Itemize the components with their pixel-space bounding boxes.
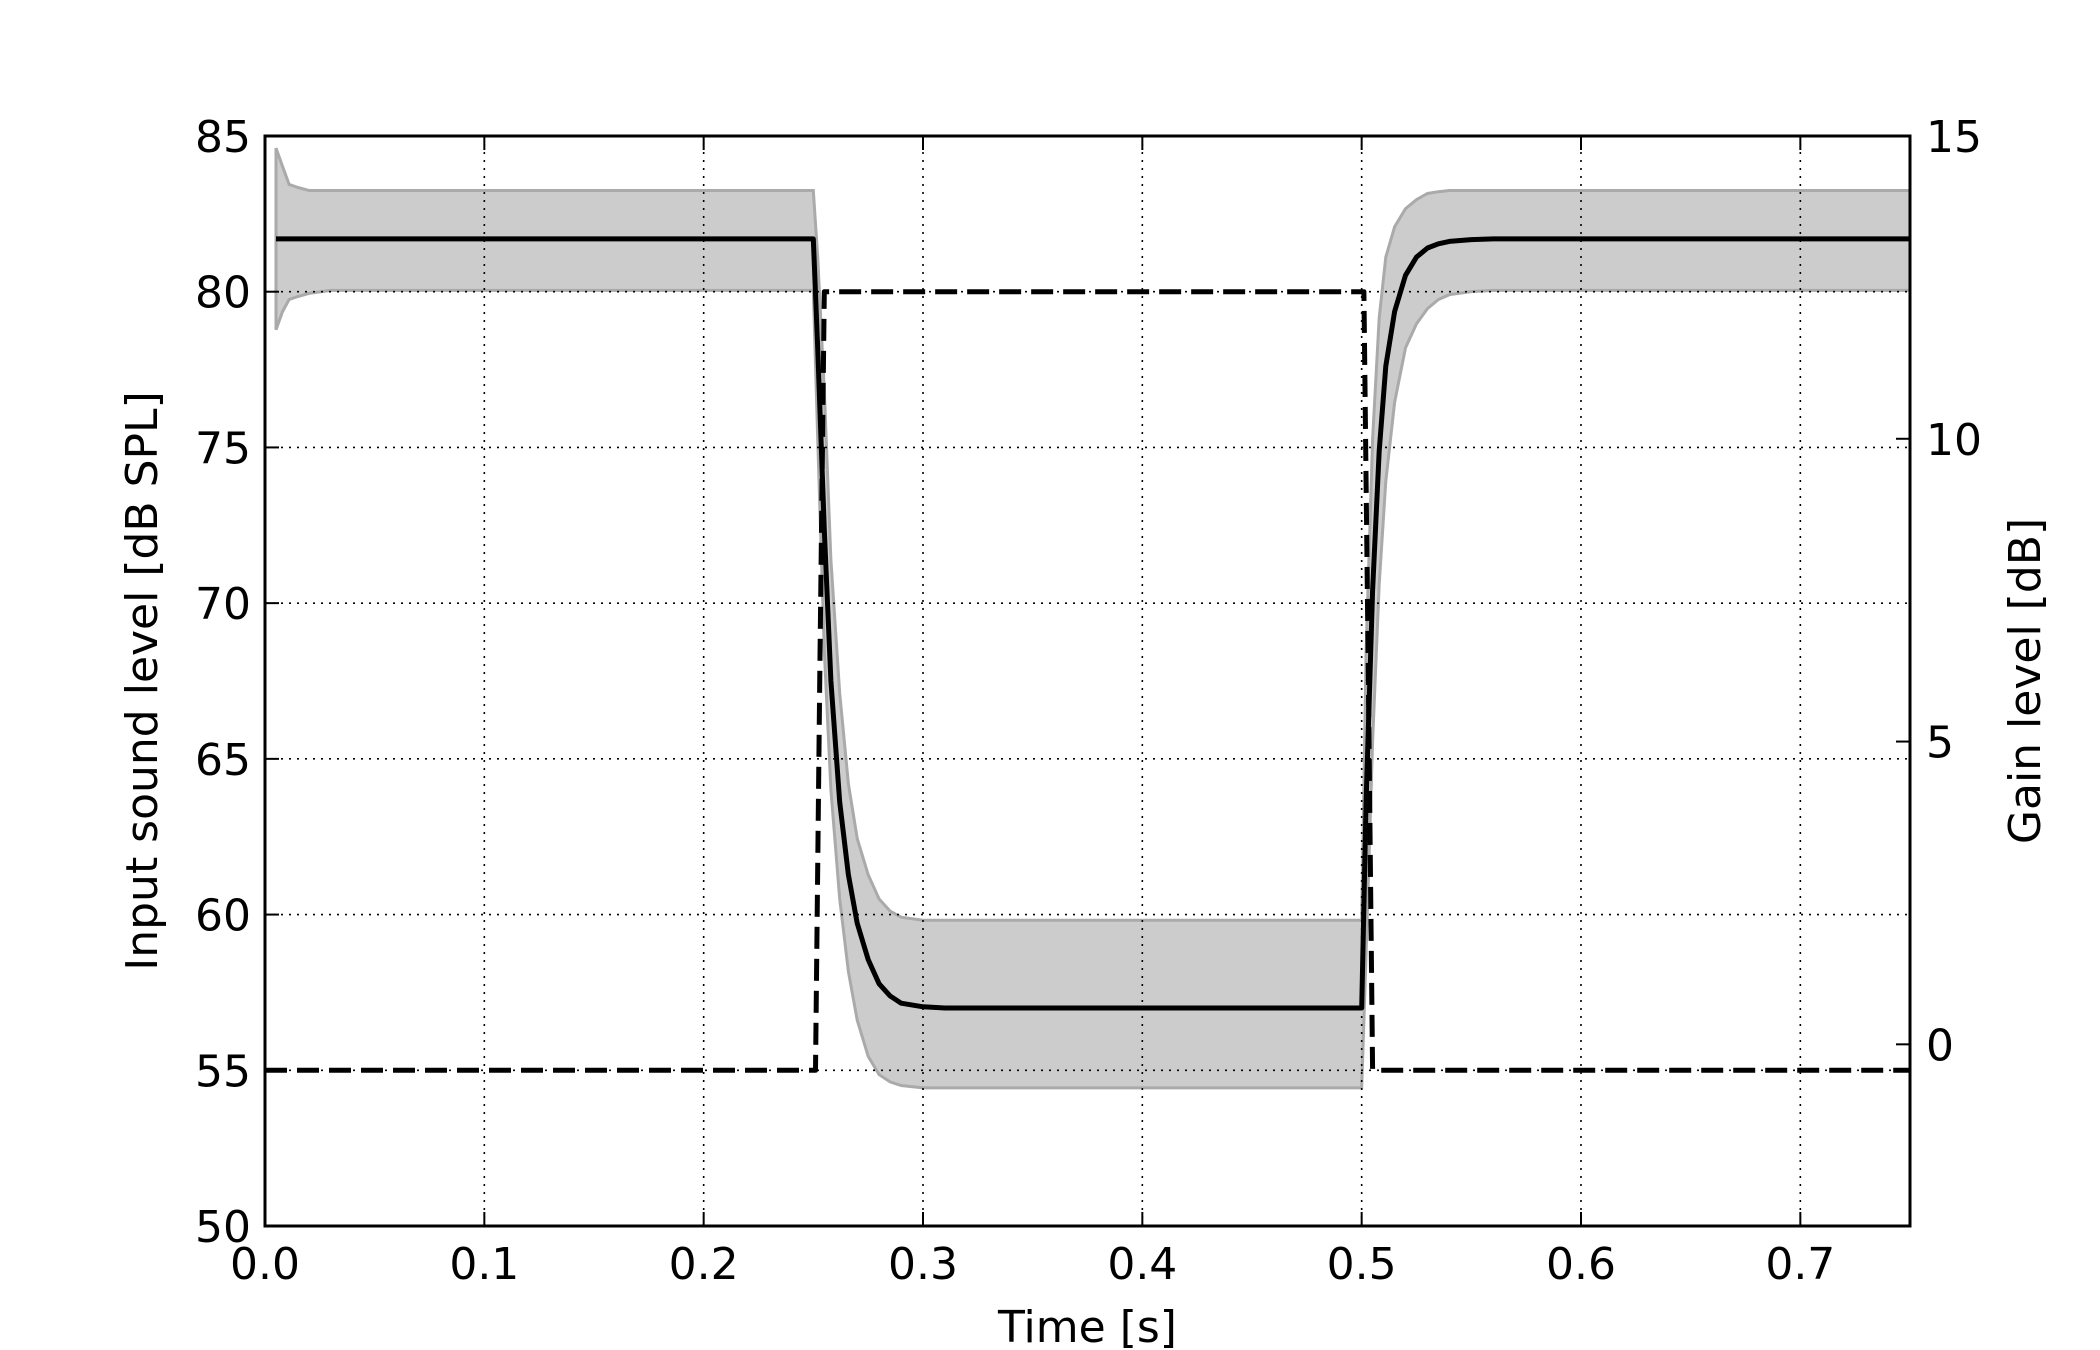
x-tick-label: 0.2	[669, 1239, 739, 1290]
y-left-tick-label: 70	[195, 579, 251, 630]
series-line-dashed	[265, 289, 1910, 1073]
tick-layer	[264, 135, 1910, 1227]
x-tick-label: 0.5	[1327, 1239, 1397, 1290]
x-tick-label: 0.0	[230, 1239, 300, 1290]
y-left-tick-label: 65	[195, 735, 251, 786]
y-left-tick-label: 85	[195, 112, 251, 163]
y-left-tick-label: 55	[195, 1046, 251, 1097]
x-tick-label: 0.7	[1765, 1239, 1835, 1290]
label-layer: 0.0 0.1 0.2 0.3 0.4 0.5 0.6 0.75055606570758085…	[195, 112, 1982, 1290]
series-line-solid	[276, 236, 1910, 1011]
x-tick-label: 0.6	[1546, 1239, 1616, 1290]
grid-layer	[265, 136, 1910, 1226]
x-tick-label: 0.3	[888, 1239, 958, 1290]
plot-frame	[263, 134, 1912, 1228]
y-axis-left-label: Input sound level [dB SPL]	[117, 391, 168, 970]
y-right-tick-label: 5	[1926, 718, 1954, 769]
y-left-tick-label: 50	[195, 1202, 251, 1253]
y-left-tick-label: 80	[195, 268, 251, 319]
y-right-tick-label: 15	[1926, 112, 1982, 163]
y-left-tick-label: 75	[195, 423, 251, 474]
x-axis-label: Time [s]	[997, 1302, 1177, 1350]
y-left-tick-label: 60	[195, 891, 251, 942]
y-axis-right-label: Gain level [dB]	[2000, 518, 2051, 844]
line-layer	[265, 236, 1910, 1073]
x-tick-label: 0.1	[449, 1239, 519, 1290]
y-right-tick-label: 0	[1926, 1020, 1954, 1071]
y-right-tick-label: 10	[1926, 415, 1982, 466]
x-tick-label: 0.4	[1107, 1239, 1177, 1290]
